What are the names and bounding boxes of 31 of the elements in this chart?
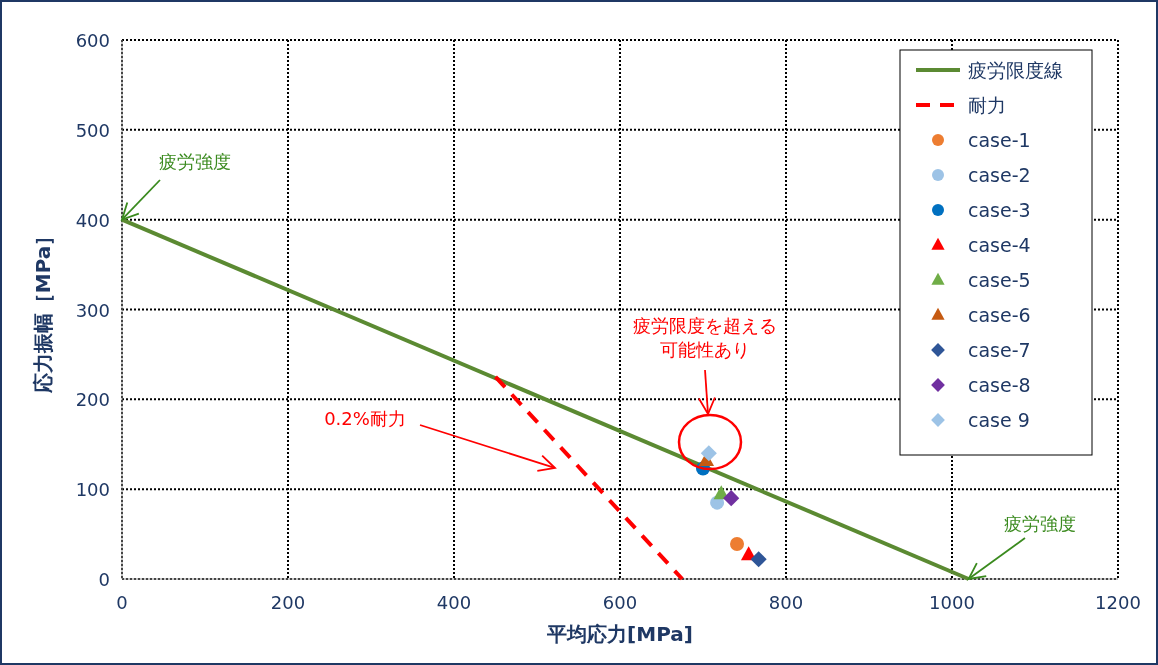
annotation: 疲労限度を超える可能性あり <box>633 315 777 360</box>
y-tick-label: 500 <box>75 119 110 141</box>
x-tick-label: 800 <box>768 592 804 613</box>
y-tick-label: 300 <box>75 299 110 321</box>
legend-label: case-2 <box>968 164 1031 186</box>
x-tick-label: 400 <box>436 592 472 613</box>
y-tick-label: 100 <box>75 479 110 501</box>
legend-label: case-5 <box>968 269 1031 291</box>
y-axis-title: 応力振幅［MPa］ <box>31 225 55 395</box>
legend-label: case-8 <box>968 374 1031 396</box>
legend-label: case-7 <box>968 339 1031 361</box>
legend-label: case-1 <box>968 129 1031 151</box>
x-tick-label: 200 <box>270 592 306 613</box>
annotation: 疲労強度 <box>1004 513 1076 534</box>
legend-label: 疲労限度線 <box>968 59 1063 81</box>
legend-label: case 9 <box>968 409 1030 431</box>
y-tick-label: 200 <box>75 389 110 411</box>
x-tick-label: 1000 <box>929 592 975 613</box>
x-tick-label: 1200 <box>1095 592 1141 613</box>
annotation: 0.2%耐力 <box>324 408 406 429</box>
legend-label: case-4 <box>968 234 1031 256</box>
y-tick-label: 400 <box>75 209 110 231</box>
x-axis-title: 平均応力[MPa] <box>546 622 693 646</box>
x-tick-label: 0 <box>116 592 128 613</box>
legend-label: case-6 <box>968 304 1031 326</box>
y-tick-label: 0 <box>98 569 110 590</box>
y-tick-label: 600 <box>75 30 110 51</box>
legend-label: 耐力 <box>968 94 1006 116</box>
annotation: 疲労強度 <box>159 151 231 172</box>
legend-label: case-3 <box>968 199 1031 221</box>
x-tick-label: 600 <box>602 592 638 613</box>
